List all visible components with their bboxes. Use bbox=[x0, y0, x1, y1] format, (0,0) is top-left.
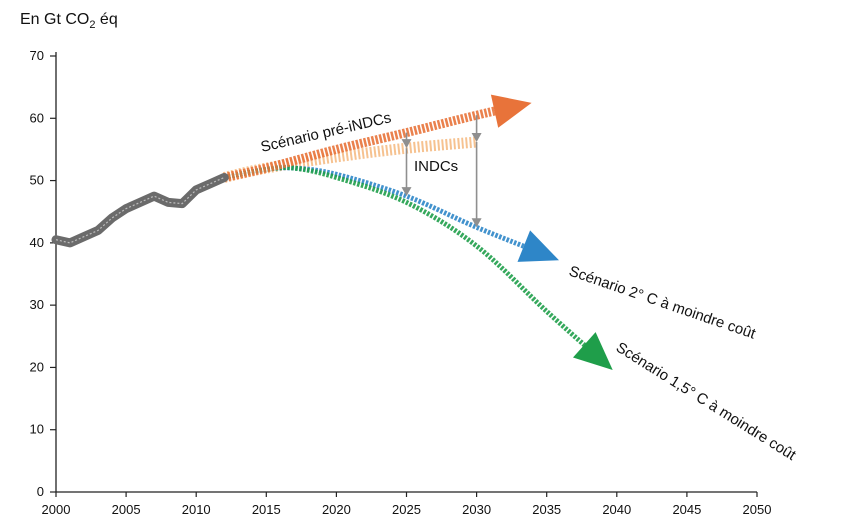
y-tick-label: 0 bbox=[37, 484, 44, 499]
label-1-5c-scenario: Scénario 1,5° C à moindre coût bbox=[613, 339, 800, 464]
x-tick-label: 2010 bbox=[182, 502, 211, 517]
series-pre-indcs-arrowhead bbox=[490, 94, 532, 128]
series-historical-band bbox=[51, 173, 229, 248]
x-tick-label: 2025 bbox=[392, 502, 421, 517]
reduction-arrows bbox=[401, 115, 482, 228]
label-indcs: INDCs bbox=[414, 158, 458, 175]
x-tick-label: 2005 bbox=[112, 502, 141, 517]
x-tick-label: 2000 bbox=[42, 502, 71, 517]
x-tick-label: 2030 bbox=[462, 502, 491, 517]
y-tick-label: 60 bbox=[30, 110, 44, 125]
y-axis-unit-label: En Gt CO2 éq bbox=[20, 11, 118, 31]
series-s15c-arrowhead bbox=[573, 332, 613, 370]
label-2c-scenario: Scénario 2° C à moindre coût bbox=[567, 263, 759, 343]
series-layer bbox=[51, 94, 613, 370]
series-historical-line bbox=[55, 176, 225, 244]
y-tick-label: 10 bbox=[30, 422, 44, 437]
x-tick-label: 2035 bbox=[532, 502, 561, 517]
reduction-arrow-head bbox=[401, 139, 412, 149]
y-tick-label: 30 bbox=[30, 297, 44, 312]
x-tick-label: 2050 bbox=[743, 502, 772, 517]
x-tick-label: 2020 bbox=[322, 502, 351, 517]
series-indcs-line bbox=[222, 136, 478, 183]
y-tick-label: 70 bbox=[30, 48, 44, 63]
series-pre-indcs-line bbox=[223, 101, 520, 182]
y-tick-label: 50 bbox=[30, 173, 44, 188]
y-tick-label: 40 bbox=[30, 235, 44, 250]
series-s2c-arrowhead bbox=[517, 230, 559, 262]
x-tick-label: 2040 bbox=[602, 502, 631, 517]
series-s2c-line bbox=[223, 165, 548, 258]
reduction-arrow-head bbox=[401, 187, 412, 197]
y-tick-label: 20 bbox=[30, 359, 44, 374]
x-tick-label: 2045 bbox=[672, 502, 701, 517]
x-tick-label: 2015 bbox=[252, 502, 281, 517]
reduction-arrow-head bbox=[471, 218, 482, 228]
reduction-arrow-head bbox=[471, 132, 482, 142]
